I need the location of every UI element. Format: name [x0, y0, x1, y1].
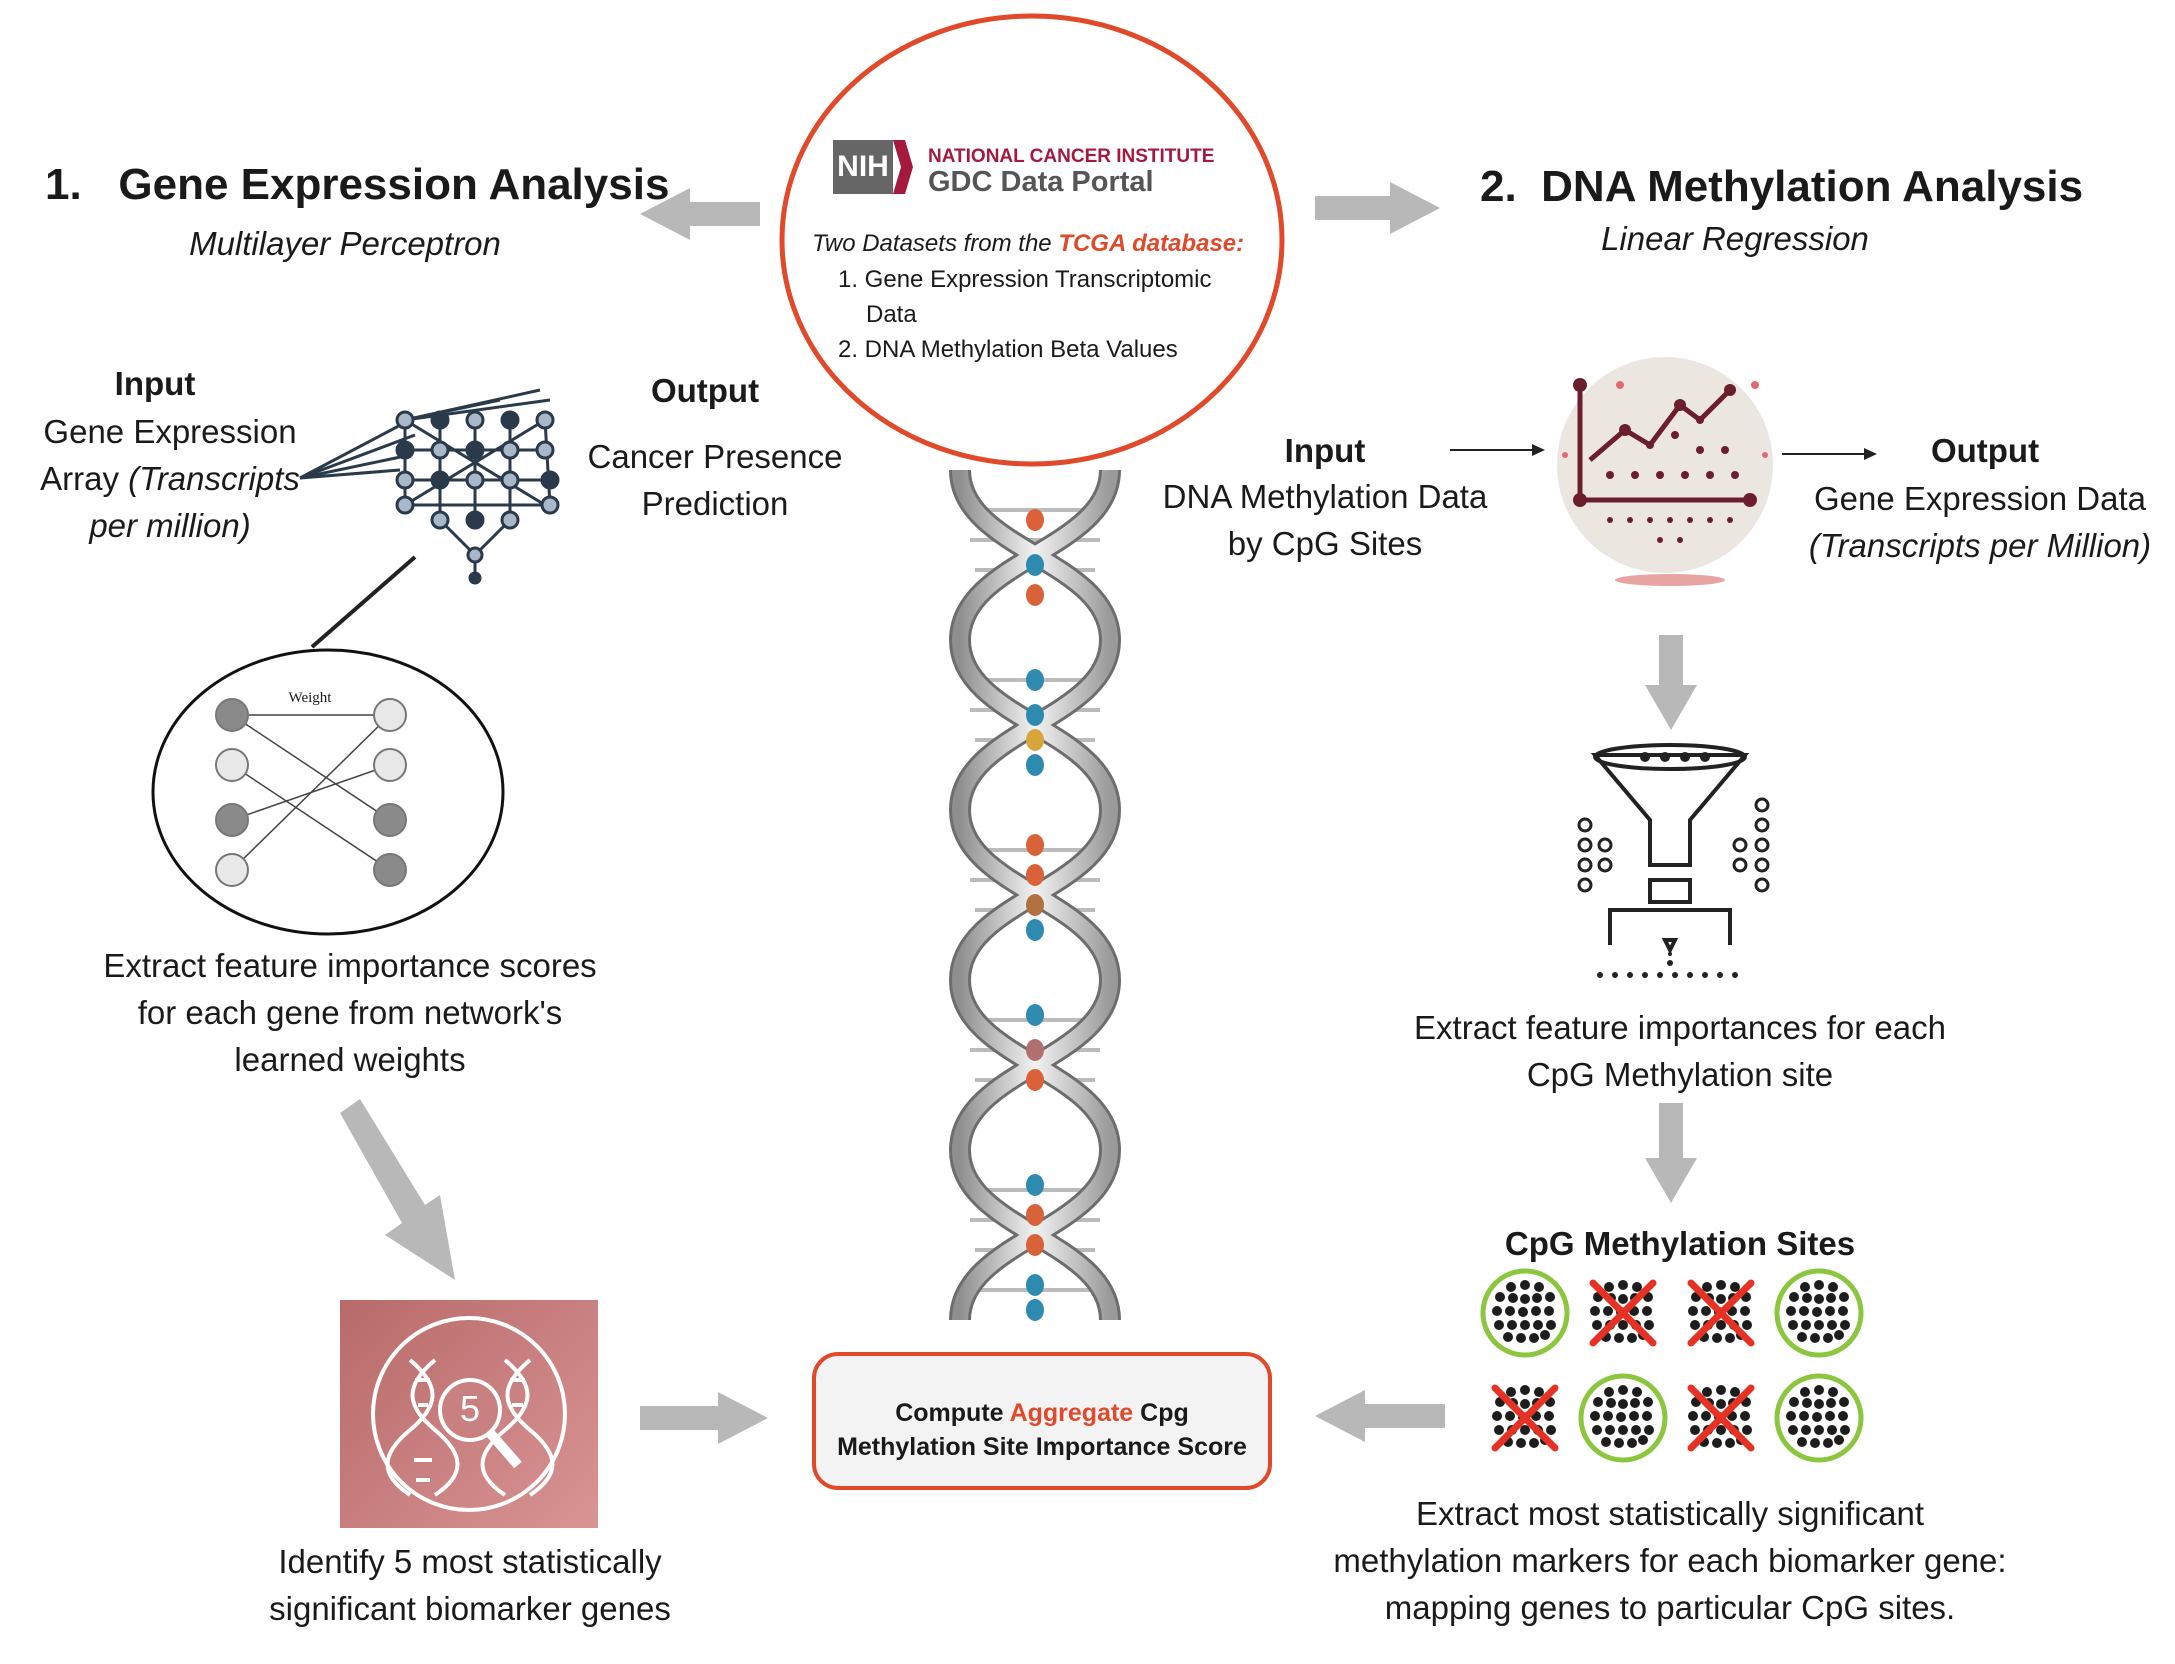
funnel-filter-icon — [1577, 743, 1770, 978]
cpg-site — [1491, 1384, 1559, 1452]
left-input-line2b: (Transcripts — [128, 460, 300, 497]
arrow-down-2 — [1645, 1103, 1697, 1203]
left-section-title: 1. Gene Expression Analysis — [45, 160, 670, 209]
regression-plot-icon — [1557, 357, 1773, 586]
right-output-label: Output — [1930, 432, 2040, 469]
left-extract-line1: Extract feature importance scores — [103, 947, 597, 984]
arrow-right-bottom — [640, 1392, 768, 1444]
dataset-item-1: 1. Gene Expression Transcriptomic — [838, 266, 1212, 293]
cpg-site — [1774, 1373, 1864, 1463]
tcga-highlight: TCGA database: — [1058, 230, 1245, 257]
aggregate-line2: Methylation Site Importance Score — [837, 1433, 1247, 1461]
cpg-site — [1774, 1268, 1864, 1358]
markers-line1: Extract most statistically significant — [1416, 1495, 1924, 1532]
arrow-down-1 — [1645, 635, 1697, 730]
markers-line2: methylation markers for each biomarker g… — [1333, 1542, 2007, 1579]
dna-magnify-icon — [371, 1316, 567, 1512]
left-input-line2: Array (Transcripts — [20, 455, 320, 502]
right-input-line2: by CpG Sites — [1227, 525, 1423, 562]
aggregate-line1: Compute Aggregate Cpg — [816, 1396, 1268, 1430]
left-input-label: Input — [114, 365, 196, 402]
nih-chevron-icon — [893, 140, 913, 194]
cpg-site — [1687, 1384, 1755, 1452]
cpg-sites-grid — [1480, 1268, 1864, 1463]
dataset-item-2: 2. DNA Methylation Beta Values — [838, 336, 1178, 363]
right-output-line2: (Transcripts per Million) — [1808, 527, 2152, 564]
aggregate-suffix: Cpg — [1133, 1399, 1189, 1427]
right-input-label: Input — [1284, 432, 1366, 469]
cross-mark — [1589, 1279, 1657, 1347]
arrow-diagonal-down — [340, 1099, 455, 1280]
identify-line1: Identify 5 most statistically — [278, 1543, 662, 1580]
right-section-title: 2. DNA Methylation Analysis — [1480, 162, 2084, 211]
dataset-item-1-cont: Data — [866, 301, 917, 328]
gdc-portal-name: GDC Data Portal — [928, 166, 1154, 198]
left-section-subtitle: Multilayer Perceptron — [189, 225, 501, 262]
left-extract-line3: learned weights — [234, 1041, 466, 1078]
right-section-subtitle: Linear Regression — [1601, 220, 1869, 257]
arrow-left-top — [640, 188, 760, 240]
right-input-line1: DNA Methylation Data — [1162, 478, 1488, 515]
dna-helix — [948, 469, 1122, 1321]
cpg-site — [1687, 1279, 1755, 1347]
nih-badge: NIH — [833, 140, 893, 194]
nih-logo: NIH — [833, 140, 913, 194]
left-output-line2: Prediction — [641, 485, 789, 522]
nci-institute-name: NATIONAL CANCER INSTITUTE — [928, 146, 1215, 167]
gdc-circle — [779, 13, 1285, 467]
left-output-label: Output — [650, 372, 760, 409]
cross-mark — [1687, 1279, 1755, 1347]
left-output-line1: Cancer Presence — [587, 438, 843, 475]
cross-mark — [1491, 1384, 1559, 1452]
neural-network-icon — [299, 388, 560, 585]
arrow-input-to-plot — [1450, 444, 1545, 456]
left-input-line2a: Array — [40, 460, 129, 497]
identify-line2: significant biomarker genes — [269, 1590, 671, 1627]
aggregate-box: Compute Aggregate Cpg Methylation Site I… — [812, 1352, 1272, 1490]
weight-label: Weight — [288, 690, 332, 706]
markers-line3: mapping genes to particular CpG sites. — [1384, 1589, 1956, 1626]
aggregate-highlight: Aggregate — [1009, 1399, 1134, 1427]
left-input-line3: per million) — [89, 507, 251, 544]
badge-number: 5 — [459, 1388, 481, 1429]
aggregate-prefix: Compute — [895, 1399, 1010, 1427]
cross-mark — [1687, 1384, 1755, 1452]
cpg-site — [1578, 1373, 1668, 1463]
left-input-line1: Gene Expression — [43, 413, 297, 450]
left-extract-line2: for each gene from network's — [137, 994, 563, 1031]
cpg-sites-title: CpG Methylation Sites — [1504, 1225, 1856, 1262]
weight-diagram — [151, 648, 505, 936]
right-extract-line1: Extract feature importances for each — [1414, 1009, 1946, 1046]
datasets-heading: Two Datasets from the TCGA database: — [812, 230, 1244, 258]
arrow-left-bottom — [1315, 1390, 1445, 1442]
cpg-site — [1589, 1279, 1657, 1347]
right-output-line1: Gene Expression Data — [1813, 480, 2146, 517]
cpg-site — [1480, 1268, 1570, 1358]
connector-line — [310, 555, 417, 649]
arrow-right-top — [1315, 182, 1440, 234]
datasets-prefix: Two Datasets from the — [812, 230, 1059, 257]
right-extract-line2: CpG Methylation site — [1526, 1056, 1834, 1093]
arrow-plot-to-output — [1782, 448, 1877, 460]
